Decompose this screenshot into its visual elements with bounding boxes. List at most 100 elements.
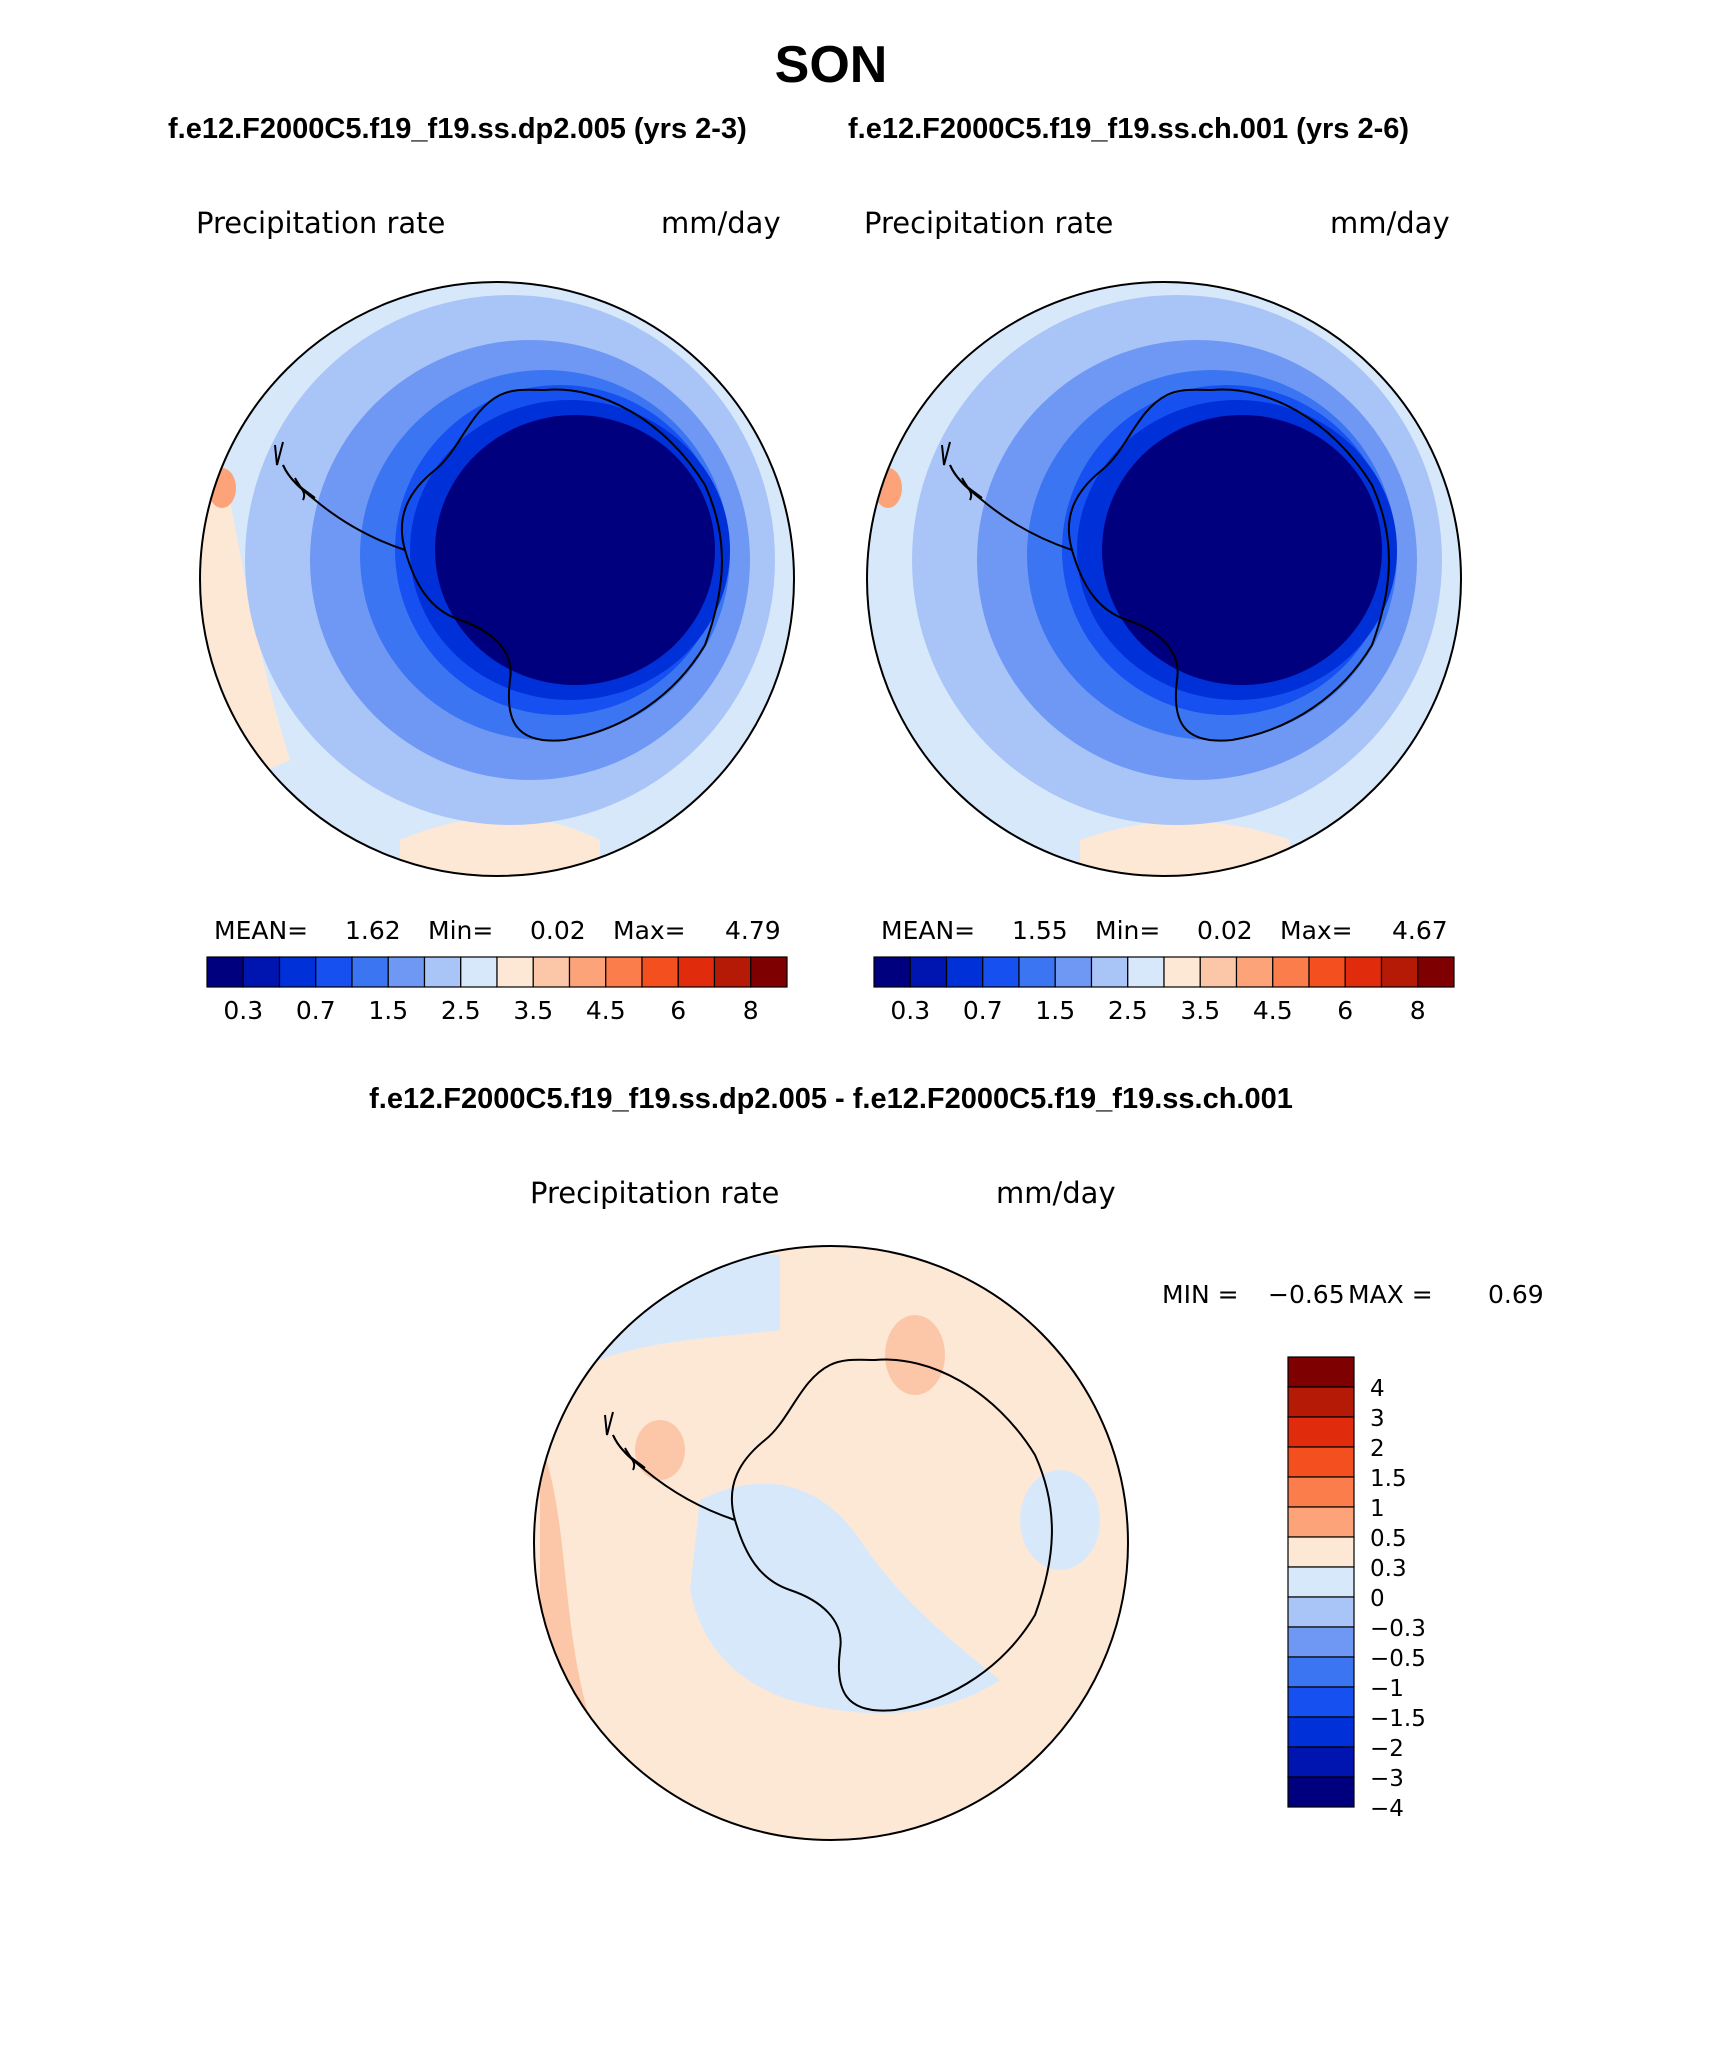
diff-colorbar-tick-label: 3 xyxy=(1370,1406,1385,1432)
diff-min: −0.65 xyxy=(1268,1280,1345,1309)
panel1-colorbar-tick-label: 1.5 xyxy=(368,996,408,1025)
panel1-colorbar-swatch xyxy=(677,956,716,988)
panel-diff: Precipitation rate mm/day MIN = −0.65 MA… xyxy=(530,1176,1544,1841)
panel2-colorbar-swatch xyxy=(1127,956,1165,988)
panel2-colorbar-swatch xyxy=(1054,956,1093,988)
panel1-colorbar-swatch xyxy=(206,956,244,988)
panel2-colorbar-swatch xyxy=(1163,956,1201,988)
panel1-variable: Precipitation rate xyxy=(196,206,445,240)
diff-colorbar-swatch xyxy=(1287,1596,1355,1628)
panel2-colorbar-swatch xyxy=(1344,956,1383,988)
panel1-colorbar-swatch xyxy=(605,956,643,988)
diff-cool-east xyxy=(1020,1470,1100,1570)
panel2-variable: Precipitation rate xyxy=(864,206,1113,240)
diff-colorbar-swatch xyxy=(1287,1566,1355,1598)
diff-units: mm/day xyxy=(996,1176,1116,1210)
panel2-mean: 1.55 xyxy=(1012,916,1068,945)
diff-variable: Precipitation rate xyxy=(530,1176,779,1210)
diff-colorbar-swatch xyxy=(1287,1356,1355,1388)
panel2-units: mm/day xyxy=(1330,206,1450,240)
panel1-mean-label: MEAN= xyxy=(214,916,308,945)
diff-colorbar-tick-label: 0.5 xyxy=(1370,1526,1407,1552)
panel2-min-label: Min= xyxy=(1095,916,1160,945)
case1-title: f.e12.F2000C5.f19_f19.ss.dp2.005 (yrs 2-… xyxy=(168,113,747,145)
panel2-colorbar-swatch xyxy=(982,956,1020,988)
diff-colorbar-tick-label: 0 xyxy=(1370,1586,1385,1612)
panel1-colorbar-tick-label: 4.5 xyxy=(586,996,626,1025)
panel1-colorbar-tick-label: 0.3 xyxy=(223,996,263,1025)
panel2-colorbar-tick-label: 2.5 xyxy=(1108,996,1148,1025)
panel2-colorbar-swatch xyxy=(945,956,984,988)
diff-colorbar-tick-label: −1.5 xyxy=(1370,1706,1426,1732)
panel1-colorbar-swatch xyxy=(423,956,462,988)
diff-colorbar-swatch xyxy=(1287,1536,1355,1568)
panel1-max-label: Max= xyxy=(613,916,686,945)
panel2-colorbar-tick-label: 0.7 xyxy=(963,996,1003,1025)
panel1-colorbar-swatch xyxy=(750,956,788,988)
panel1-colorbar-tick-label: 8 xyxy=(743,996,759,1025)
panel2-colorbar-swatch xyxy=(1018,956,1056,988)
panel1-min: 0.02 xyxy=(530,916,586,945)
diff-cool-center xyxy=(690,1483,1000,1714)
panel2-colorbar-swatch xyxy=(873,956,911,988)
panel2-max-label: Max= xyxy=(1280,916,1353,945)
diff-title: f.e12.F2000C5.f19_f19.ss.dp2.005 - f.e12… xyxy=(369,1083,1293,1115)
diff-colorbar-swatch xyxy=(1287,1416,1355,1448)
panel1-colorbar-tick-label: 0.7 xyxy=(296,996,336,1025)
panel2-mean-label: MEAN= xyxy=(881,916,975,945)
panel1-warm-spot xyxy=(208,468,236,508)
panel1-colorbar-swatch xyxy=(460,956,498,988)
diff-colorbar-swatch xyxy=(1287,1386,1355,1418)
diff-map xyxy=(534,1246,1128,1840)
panel1-map xyxy=(200,282,794,876)
panel1-min-label: Min= xyxy=(428,916,493,945)
panel2-colorbar-swatch xyxy=(1235,956,1274,988)
diff-colorbar-tick-label: −4 xyxy=(1370,1796,1404,1822)
panel1-map-border xyxy=(199,281,795,877)
diff-warm-pen xyxy=(635,1420,685,1480)
panel2-colorbar-swatch xyxy=(1090,956,1129,988)
panel2-colorbar-swatch xyxy=(1380,956,1419,988)
diff-colorbar-tick-label: −2 xyxy=(1370,1736,1404,1762)
panel2-colorbar: 0.3 0.7 1.5 2.5 3.5 4.5 6 8 xyxy=(873,956,1455,1025)
panel1-colorbar-swatch xyxy=(641,956,679,988)
panel1-colorbar-tick-label: 6 xyxy=(670,996,686,1025)
diff-colorbar-swatch xyxy=(1287,1476,1355,1508)
diff-colorbar-tick-label: 0.3 xyxy=(1370,1556,1407,1582)
panel-case1: Precipitation rate mm/day MEAN= 1.62 Min… xyxy=(196,206,795,1025)
diff-map-border xyxy=(533,1245,1129,1841)
diff-colorbar-tick-label: −0.3 xyxy=(1370,1616,1426,1642)
panel2-colorbar-tick-label: 3.5 xyxy=(1180,996,1220,1025)
panel2-colorbar-tick-label: 6 xyxy=(1337,996,1353,1025)
panel2-max: 4.67 xyxy=(1392,916,1448,945)
diff-max-label: MAX = xyxy=(1348,1280,1433,1309)
panel1-colorbar-swatch xyxy=(315,956,353,988)
diff-colorbar-tick-label: −0.5 xyxy=(1370,1646,1426,1672)
panel2-colorbar-tick-label: 1.5 xyxy=(1035,996,1075,1025)
panel2-interior xyxy=(1102,415,1382,685)
diff-colorbar-swatch xyxy=(1287,1716,1355,1748)
case2-title: f.e12.F2000C5.f19_f19.ss.ch.001 (yrs 2-6… xyxy=(848,113,1409,145)
panel2-colorbar-swatch xyxy=(1272,956,1310,988)
panel1-max: 4.79 xyxy=(725,916,781,945)
panel2-colorbar-swatch xyxy=(1308,956,1346,988)
diff-colorbar-swatch xyxy=(1287,1746,1355,1778)
diff-colorbar-tick-label: 4 xyxy=(1370,1376,1385,1402)
panel2-colorbar-swatch xyxy=(909,956,948,988)
panel1-interior xyxy=(435,415,715,685)
panel2-colorbar-swatch xyxy=(1199,956,1238,988)
diff-colorbar-swatch xyxy=(1287,1446,1355,1478)
panel2-colorbar-tick-label: 4.5 xyxy=(1253,996,1293,1025)
diff-colorbar-tick-label: −1 xyxy=(1370,1676,1404,1702)
panel1-colorbar-swatch xyxy=(496,956,534,988)
panel1-colorbar-swatch xyxy=(532,956,571,988)
panel1-colorbar: 0.3 0.7 1.5 2.5 3.5 4.5 6 8 xyxy=(206,956,788,1025)
panel-case2: Precipitation rate mm/day MEAN= 1.55 Min… xyxy=(864,206,1462,1025)
panel1-mean: 1.62 xyxy=(345,916,401,945)
panel1-colorbar-tick-label: 3.5 xyxy=(513,996,553,1025)
diff-colorbar-swatch xyxy=(1287,1776,1355,1808)
panel2-colorbar-tick-label: 0.3 xyxy=(890,996,930,1025)
panel2-min: 0.02 xyxy=(1197,916,1253,945)
panel1-colorbar-swatch xyxy=(351,956,389,988)
